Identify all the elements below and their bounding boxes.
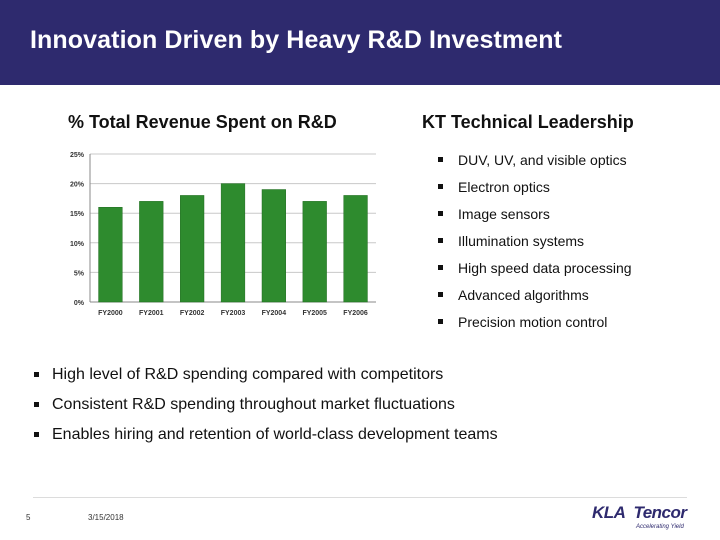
y-tick-label: 25% (70, 152, 85, 159)
bar (343, 195, 368, 303)
footer-divider (33, 497, 687, 498)
bullet-icon (34, 372, 39, 377)
bullet-icon (34, 402, 39, 407)
list-item-text: Consistent R&D spending throughout marke… (52, 396, 455, 413)
bar (180, 195, 205, 303)
bar (261, 189, 286, 303)
bar (98, 207, 123, 303)
list-item: Precision motion control (438, 312, 632, 339)
x-tick-label: FY2003 (221, 310, 246, 317)
bar (302, 201, 327, 303)
slide-title: Innovation Driven by Heavy R&D Investmen… (30, 26, 563, 54)
leadership-heading: KT Technical Leadership (422, 112, 634, 132)
bullet-icon (438, 184, 443, 189)
list-item-text: Enables hiring and retention of world-cl… (52, 426, 498, 443)
bar-chart-svg: 0% 5% 10% 15% 20% 25% FY2000 FY2001 FY2002 FY2003… (70, 152, 376, 317)
technical-leadership-list: DUV, UV, and visible optics Electron opt… (438, 150, 632, 339)
list-item: DUV, UV, and visible optics (438, 150, 632, 177)
list-item-text: Illumination systems (458, 233, 585, 249)
bullet-icon (438, 238, 443, 243)
list-item: Consistent R&D spending throughout marke… (34, 394, 498, 424)
bullet-icon (34, 432, 39, 437)
main-bullet-list: High level of R&D spending compared with… (34, 364, 498, 454)
company-logo: KLA Tencor Accelerating Yield (592, 503, 702, 539)
y-tick-label: 5% (74, 270, 85, 277)
bullet-icon (438, 265, 443, 270)
x-tick-label: FY2006 (343, 310, 368, 317)
y-tick-label: 0% (74, 300, 85, 307)
footer-date: 3/15/2018 (88, 513, 124, 522)
list-item-text: Precision motion control (458, 314, 608, 330)
bullet-icon (438, 157, 443, 162)
list-item-text: DUV, UV, and visible optics (458, 152, 627, 168)
list-item: Enables hiring and retention of world-cl… (34, 424, 498, 454)
y-tick-label: 10% (70, 241, 85, 248)
list-item: Image sensors (438, 204, 632, 231)
y-tick-label: 20% (70, 182, 85, 189)
x-tick-label: FY2000 (98, 310, 123, 317)
logo-text-right: Tencor (633, 503, 687, 522)
y-tick-label: 15% (70, 211, 85, 218)
list-item-text: Electron optics (458, 179, 550, 195)
title-bar: Innovation Driven by Heavy R&D Investmen… (0, 0, 720, 85)
bar (220, 183, 246, 303)
logo-text-left: KLA (592, 503, 626, 522)
list-item: High speed data processing (438, 258, 632, 285)
page-number: 5 (26, 513, 31, 522)
list-item-text: High speed data processing (458, 260, 632, 276)
list-item: Illumination systems (438, 231, 632, 258)
bullet-icon (438, 211, 443, 216)
list-item: Advanced algorithms (438, 285, 632, 312)
logo-tagline: Accelerating Yield (636, 524, 684, 530)
x-tick-label: FY2004 (262, 310, 287, 317)
list-item-text: Advanced algorithms (458, 287, 589, 303)
list-item-text: High level of R&D spending compared with… (52, 366, 444, 383)
x-tick-label: FY2001 (139, 310, 164, 317)
bullet-icon (438, 319, 443, 324)
list-item: High level of R&D spending compared with… (34, 364, 498, 394)
list-item-text: Image sensors (458, 206, 550, 222)
chart-heading: % Total Revenue Spent on R&D (68, 112, 337, 132)
bullet-icon (438, 292, 443, 297)
bar (139, 201, 164, 303)
rd-spending-chart: 0% 5% 10% 15% 20% 25% FY2000 FY2001 FY2002 FY2003… (58, 146, 382, 330)
x-tick-label: FY2002 (180, 310, 205, 317)
list-item: Electron optics (438, 177, 632, 204)
x-tick-label: FY2005 (302, 310, 327, 317)
